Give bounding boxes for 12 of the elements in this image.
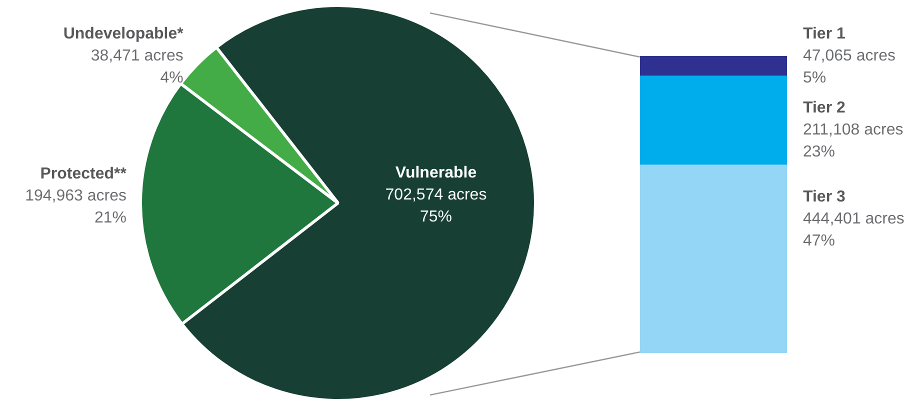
- data-label: 702,574 acres 75%: [385, 186, 487, 226]
- slice-label: Undevelopable*: [63, 26, 184, 43]
- text: 47,065 acres 5%: [803, 47, 896, 86]
- series-label: Tier 1: [803, 25, 846, 42]
- slice-label: Vulnerable: [395, 164, 477, 182]
- data-label: 194,963 acres 21%: [25, 187, 127, 226]
- data-label: 38,471 acres 4%: [90, 48, 184, 87]
- text: 444,401 acres 47%: [803, 210, 904, 250]
- text: 211,108 acres 23%: [803, 121, 904, 160]
- series-label: Tier 2: [803, 99, 846, 116]
- slice-label: Protected**: [40, 165, 128, 182]
- series-label: Tier 3: [803, 188, 846, 206]
